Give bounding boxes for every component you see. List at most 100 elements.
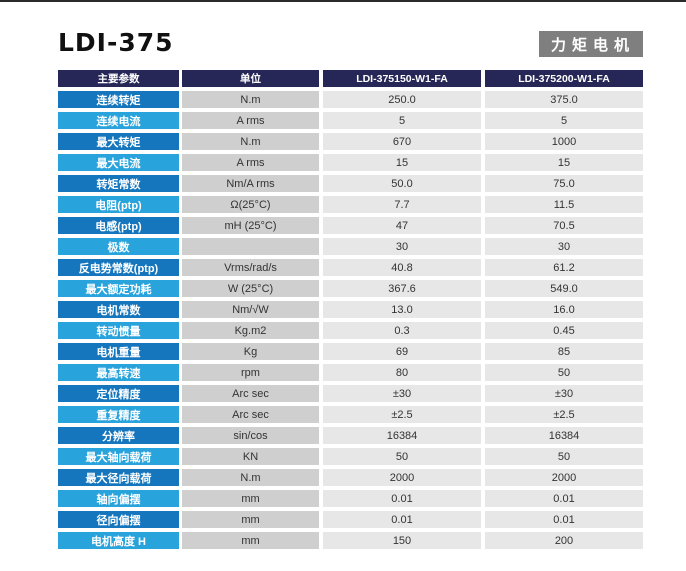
value-cell-150: 16384 — [323, 427, 481, 444]
top-divider — [0, 0, 686, 2]
header-unit: 单位 — [182, 70, 319, 87]
param-label: 极数 — [58, 238, 179, 255]
unit-cell: Nm/A rms — [182, 175, 319, 192]
value-cell-200: 549.0 — [485, 280, 643, 297]
value-cell-200: 75.0 — [485, 175, 643, 192]
param-label: 电机常数 — [58, 301, 179, 318]
table-row: 电感(ptp) mH (25°C) 47 70.5 — [58, 217, 643, 234]
param-label: 最大电流 — [58, 154, 179, 171]
table-row: 转矩常数 Nm/A rms 50.0 75.0 — [58, 175, 643, 192]
value-cell-150: 15 — [323, 154, 481, 171]
table-row: 电机常数 Nm/√W 13.0 16.0 — [58, 301, 643, 318]
unit-cell: A rms — [182, 112, 319, 129]
param-label: 轴向偏摆 — [58, 490, 179, 507]
table-row: 极数 30 30 — [58, 238, 643, 255]
table-header-row: 主要参数 单位 LDI-375150-W1-FA LDI-375200-W1-F… — [58, 70, 643, 87]
unit-cell: Kg.m2 — [182, 322, 319, 339]
value-cell-150: 7.7 — [323, 196, 481, 213]
value-cell-150: 47 — [323, 217, 481, 234]
value-cell-200: ±2.5 — [485, 406, 643, 423]
table-row: 最大轴向载荷 KN 50 50 — [58, 448, 643, 465]
unit-cell: N.m — [182, 133, 319, 150]
value-cell-150: 2000 — [323, 469, 481, 486]
param-label: 电感(ptp) — [58, 217, 179, 234]
table-row: 电机重量 Kg 69 85 — [58, 343, 643, 360]
param-label: 分辨率 — [58, 427, 179, 444]
unit-cell: mm — [182, 532, 319, 549]
table-row: 分辨率 sin/cos 16384 16384 — [58, 427, 643, 444]
value-cell-200: 61.2 — [485, 259, 643, 276]
param-label: 定位精度 — [58, 385, 179, 402]
unit-cell: sin/cos — [182, 427, 319, 444]
value-cell-200: 375.0 — [485, 91, 643, 108]
param-label: 最大转矩 — [58, 133, 179, 150]
value-cell-200: ±30 — [485, 385, 643, 402]
unit-cell: Nm/√W — [182, 301, 319, 318]
value-cell-150: 80 — [323, 364, 481, 381]
table-row: 轴向偏摆 mm 0.01 0.01 — [58, 490, 643, 507]
value-cell-150: 250.0 — [323, 91, 481, 108]
value-cell-200: 0.01 — [485, 511, 643, 528]
param-label: 连续转矩 — [58, 91, 179, 108]
param-label: 重复精度 — [58, 406, 179, 423]
table-row: 反电势常数(ptp) Vrms/rad/s 40.8 61.2 — [58, 259, 643, 276]
param-label: 最大径向载荷 — [58, 469, 179, 486]
value-cell-200: 15 — [485, 154, 643, 171]
table-row: 定位精度 Arc sec ±30 ±30 — [58, 385, 643, 402]
param-label: 最高转速 — [58, 364, 179, 381]
category-badge: 力矩电机 — [539, 31, 643, 57]
value-cell-200: 11.5 — [485, 196, 643, 213]
value-cell-150: 50 — [323, 448, 481, 465]
table-body: 连续转矩 N.m 250.0 375.0 连续电流 A rms 5 5 最大转矩 N.m 670 10… — [58, 91, 643, 549]
header-param: 主要参数 — [58, 70, 179, 87]
value-cell-150: 670 — [323, 133, 481, 150]
param-label: 转动惯量 — [58, 322, 179, 339]
param-label: 最大额定功耗 — [58, 280, 179, 297]
table-row: 电阻(ptp) Ω(25°C) 7.7 11.5 — [58, 196, 643, 213]
param-label: 电机高度 H — [58, 532, 179, 549]
value-cell-150: ±2.5 — [323, 406, 481, 423]
value-cell-150: 0.3 — [323, 322, 481, 339]
spec-table: 主要参数 单位 LDI-375150-W1-FA LDI-375200-W1-F… — [58, 70, 643, 553]
value-cell-150: 5 — [323, 112, 481, 129]
param-label: 最大轴向载荷 — [58, 448, 179, 465]
table-row: 连续转矩 N.m 250.0 375.0 — [58, 91, 643, 108]
value-cell-200: 0.01 — [485, 490, 643, 507]
value-cell-200: 16.0 — [485, 301, 643, 318]
unit-cell: KN — [182, 448, 319, 465]
table-row: 最高转速 rpm 80 50 — [58, 364, 643, 381]
param-label: 反电势常数(ptp) — [58, 259, 179, 276]
param-label: 连续电流 — [58, 112, 179, 129]
param-label: 电机重量 — [58, 343, 179, 360]
value-cell-150: 0.01 — [323, 511, 481, 528]
value-cell-200: 50 — [485, 364, 643, 381]
param-label: 转矩常数 — [58, 175, 179, 192]
table-row: 最大电流 A rms 15 15 — [58, 154, 643, 171]
value-cell-150: 30 — [323, 238, 481, 255]
value-cell-200: 5 — [485, 112, 643, 129]
value-cell-200: 2000 — [485, 469, 643, 486]
table-row: 重复精度 Arc sec ±2.5 ±2.5 — [58, 406, 643, 423]
unit-cell: mm — [182, 511, 319, 528]
value-cell-150: 69 — [323, 343, 481, 360]
unit-cell: Arc sec — [182, 385, 319, 402]
unit-cell: Arc sec — [182, 406, 319, 423]
table-row: 最大径向载荷 N.m 2000 2000 — [58, 469, 643, 486]
value-cell-200: 16384 — [485, 427, 643, 444]
unit-cell: rpm — [182, 364, 319, 381]
value-cell-200: 200 — [485, 532, 643, 549]
header-model-150: LDI-375150-W1-FA — [323, 70, 481, 87]
value-cell-200: 85 — [485, 343, 643, 360]
unit-cell: Kg — [182, 343, 319, 360]
value-cell-200: 70.5 — [485, 217, 643, 234]
table-row: 转动惯量 Kg.m2 0.3 0.45 — [58, 322, 643, 339]
table-row: 最大转矩 N.m 670 1000 — [58, 133, 643, 150]
unit-cell: A rms — [182, 154, 319, 171]
value-cell-150: 40.8 — [323, 259, 481, 276]
value-cell-150: 367.6 — [323, 280, 481, 297]
table-row: 连续电流 A rms 5 5 — [58, 112, 643, 129]
value-cell-200: 50 — [485, 448, 643, 465]
param-label: 电阻(ptp) — [58, 196, 179, 213]
unit-cell: Ω(25°C) — [182, 196, 319, 213]
